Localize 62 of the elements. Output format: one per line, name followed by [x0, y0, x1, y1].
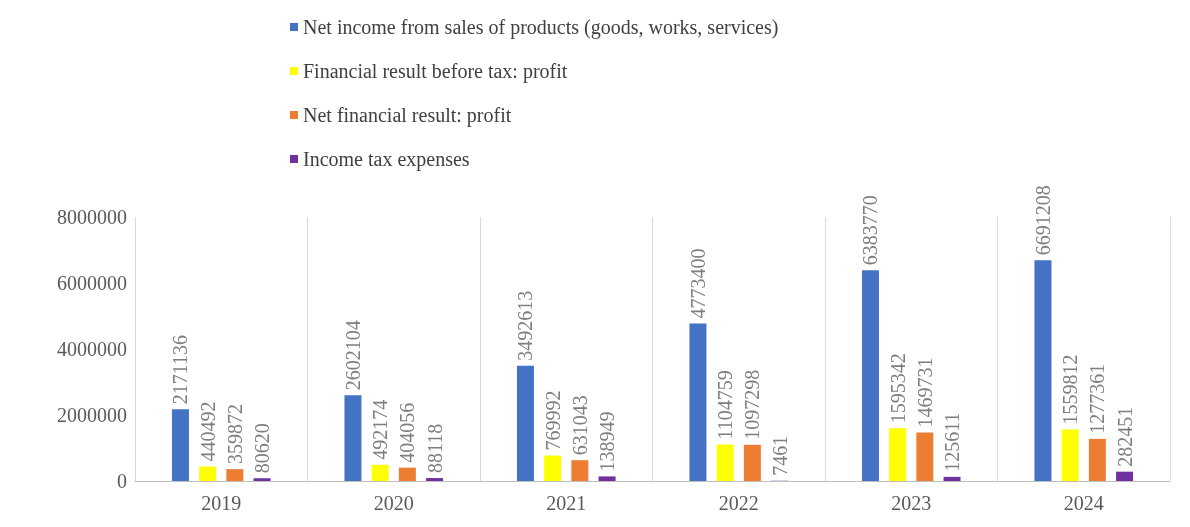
bar	[716, 444, 734, 481]
data-label: 80620	[251, 423, 274, 474]
legend-label: Net financial result: profit	[303, 104, 512, 127]
bar	[1061, 429, 1079, 481]
data-label: 3492613	[514, 290, 537, 361]
data-label: 1277361	[1086, 363, 1109, 434]
data-label: 1469731	[913, 357, 936, 428]
bar	[1116, 471, 1134, 481]
data-label: 2171136	[169, 335, 192, 405]
y-tick-label: 8000000	[57, 206, 127, 228]
data-label: 1559812	[1059, 354, 1082, 425]
data-label: 6383770	[859, 195, 882, 266]
data-label: 1104759	[714, 370, 737, 440]
data-label: 125611	[941, 412, 964, 472]
bar	[516, 365, 534, 481]
x-tick-label: 2019	[201, 492, 242, 514]
bar	[171, 409, 189, 481]
bar	[571, 460, 589, 481]
data-label: 6691208	[1031, 185, 1054, 256]
bar	[398, 467, 416, 481]
y-tick-label: 0	[117, 470, 127, 492]
x-tick-label: 2024	[1063, 492, 1104, 514]
bar	[253, 478, 271, 481]
data-label: 4773400	[686, 248, 709, 319]
bar	[544, 455, 562, 481]
bar	[598, 476, 616, 481]
y-tick-label: 4000000	[57, 338, 127, 360]
legend-label: Net income from sales of products (goods, works, services)	[303, 16, 779, 39]
x-tick-label: 2022	[718, 492, 759, 514]
bar	[916, 432, 934, 481]
bar	[889, 428, 907, 481]
bar	[371, 464, 389, 481]
bar	[689, 323, 707, 481]
bar	[943, 476, 961, 481]
bar	[344, 395, 362, 481]
x-tick-label: 2020	[373, 492, 414, 514]
data-label: 769992	[541, 390, 564, 451]
data-label: 359872	[223, 404, 246, 465]
data-label: 282451	[1113, 406, 1136, 467]
legend-label: Financial result before tax: profit	[303, 60, 568, 83]
bar	[743, 444, 761, 481]
data-label: 2602104	[341, 320, 364, 391]
data-label: 1595342	[886, 353, 909, 424]
data-label: 440492	[196, 401, 219, 462]
bar	[1088, 438, 1106, 481]
y-tick-label: 6000000	[57, 272, 127, 294]
data-label: 7461	[768, 435, 791, 476]
data-label: 138949	[596, 411, 619, 472]
data-label: 492174	[369, 399, 392, 460]
bar	[1034, 260, 1052, 481]
legend-label: Income tax expenses	[303, 148, 470, 171]
data-label: 631043	[568, 395, 591, 456]
bar	[861, 270, 879, 481]
x-tick-label: 2021	[546, 492, 587, 514]
bar	[426, 478, 444, 481]
x-tick-label: 2023	[891, 492, 932, 514]
bar	[226, 469, 244, 481]
data-label: 88118	[423, 423, 446, 474]
data-label: 1097298	[741, 369, 764, 440]
bar	[199, 466, 217, 481]
data-label: 404056	[396, 402, 419, 463]
y-tick-label: 2000000	[57, 404, 127, 426]
